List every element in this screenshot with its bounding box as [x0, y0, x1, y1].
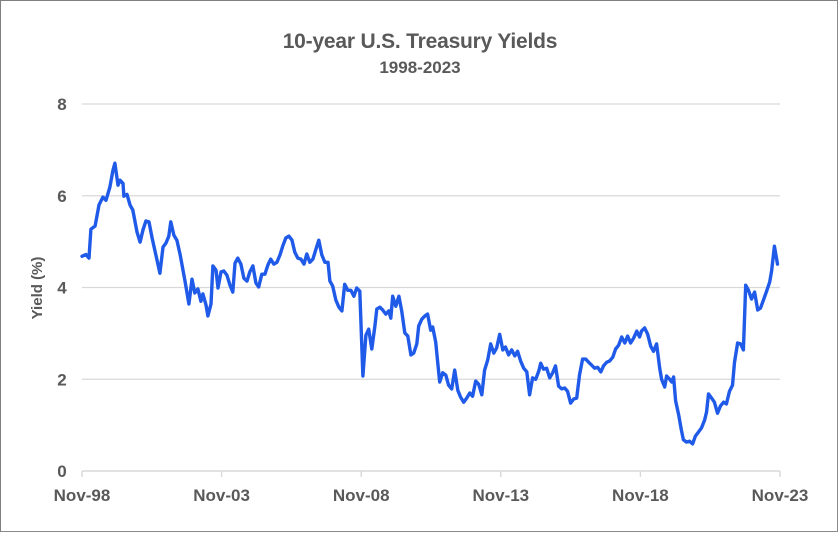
- yield-line: [80, 161, 780, 446]
- gridlines: [82, 103, 780, 380]
- y-tick-label: 8: [57, 95, 66, 114]
- y-tick-label: 6: [57, 187, 66, 206]
- x-tick-label: Nov-03: [193, 486, 250, 505]
- x-tick-label: Nov-98: [54, 486, 111, 505]
- y-axis-ticks: 0 2 4 6 8: [57, 95, 67, 481]
- y-tick-label: 2: [57, 370, 66, 389]
- x-tick-label: Nov-23: [752, 486, 809, 505]
- x-tick-label: Nov-13: [472, 486, 529, 505]
- chart-subtitle: 1998-2023: [379, 58, 461, 77]
- y-axis-title: Yield (%): [29, 257, 46, 320]
- x-tick-label: Nov-08: [333, 486, 390, 505]
- y-tick-label: 0: [57, 462, 66, 481]
- x-axis-ticks: Nov-98 Nov-03 Nov-08 Nov-13 Nov-18 Nov-23: [54, 471, 809, 505]
- x-tick-label: Nov-18: [612, 486, 669, 505]
- chart-title: 10-year U.S. Treasury Yields: [282, 30, 558, 53]
- y-tick-label: 4: [57, 279, 67, 298]
